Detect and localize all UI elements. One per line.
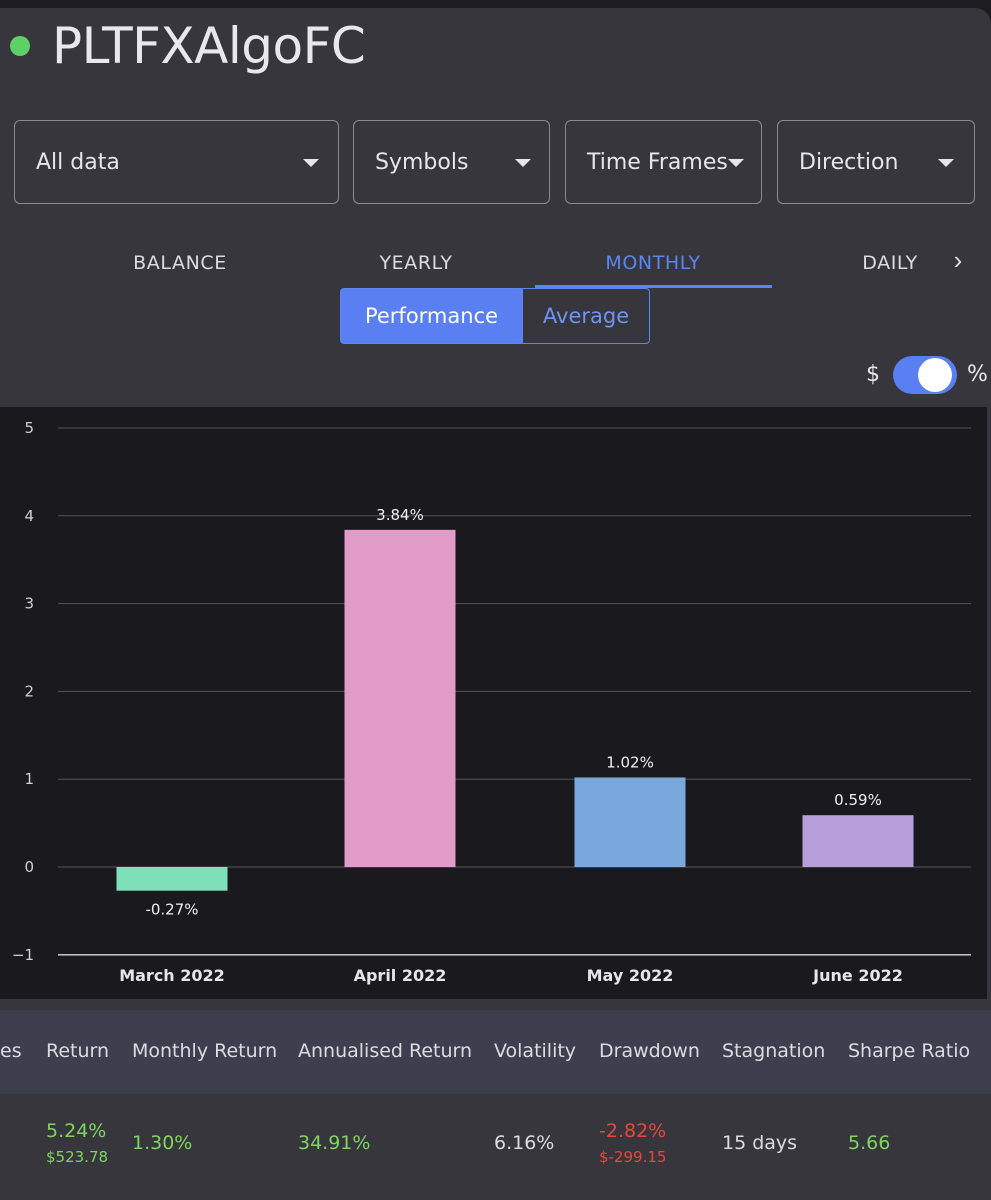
chevron-down-icon <box>728 159 744 167</box>
data-label: -0.27% <box>145 901 198 919</box>
y-tick-label: 1 <box>24 770 34 788</box>
stats-header-sharpe-ratio: Sharpe Ratio <box>848 1040 971 1062</box>
tab-yearly[interactable]: YEARLY <box>379 252 453 274</box>
stat-sharpe-ratio: 5.66 <box>848 1132 891 1154</box>
y-tick-label: 4 <box>24 507 34 525</box>
symbols-dropdown-label: Symbols <box>375 149 469 175</box>
monthly-performance-chart: 5 4 3 2 1 0 −1 -0.27% March 2022 3.84% April 2022 1… <box>0 407 987 999</box>
tab-monthly[interactable]: MONTHLY <box>605 252 701 274</box>
stat-annualised-return: 34.91% <box>298 1132 371 1154</box>
stats-header-return: Return <box>46 1040 110 1062</box>
tab-daily[interactable]: DAILY <box>862 252 918 274</box>
page-title: PLTFXAlgoFC <box>52 17 366 75</box>
y-tick-label: −1 <box>12 946 34 964</box>
tab-balance[interactable]: BALANCE <box>133 252 227 274</box>
bar-chart-svg: 5 4 3 2 1 0 −1 -0.27% March 2022 3.84% April 2022 1… <box>12 419 971 985</box>
title-row: PLTFXAlgoFC <box>10 16 366 76</box>
chevron-down-icon <box>938 159 954 167</box>
x-tick-label: March 2022 <box>119 966 225 985</box>
bar <box>574 777 686 867</box>
status-dot-icon <box>10 36 30 56</box>
stat-volatility: 6.16% <box>494 1132 555 1154</box>
y-tick-label: 5 <box>24 419 34 437</box>
stat-monthly-return: 1.30% <box>132 1132 193 1154</box>
time-frames-dropdown-label: Time Frames <box>587 149 728 175</box>
data-label: 3.84% <box>376 506 424 524</box>
performance-segment-button[interactable]: Performance <box>340 288 523 344</box>
y-tick-label: 3 <box>24 595 34 613</box>
y-tick-label: 2 <box>24 682 34 700</box>
stat-return-pct: 5.24% <box>46 1120 107 1142</box>
stat-drawdown-usd: $-299.15 <box>599 1148 667 1166</box>
stats-header-trades: es <box>0 1040 22 1062</box>
data-label: 0.59% <box>834 791 882 809</box>
data-label: 1.02% <box>606 753 654 771</box>
stats-value-row <box>0 1094 991 1192</box>
percent-label: % <box>967 362 988 387</box>
direction-dropdown[interactable]: Direction <box>777 120 975 204</box>
stat-stagnation: 15 days <box>722 1132 798 1154</box>
bar <box>344 529 456 867</box>
symbols-dropdown[interactable]: Symbols <box>353 120 550 204</box>
y-tick-label: 0 <box>24 858 34 876</box>
direction-dropdown-label: Direction <box>799 149 899 175</box>
stats-header-drawdown: Drawdown <box>599 1040 700 1062</box>
average-segment-button[interactable]: Average <box>522 288 650 344</box>
x-tick-label: June 2022 <box>812 966 903 985</box>
chevron-down-icon <box>303 159 319 167</box>
bar <box>802 815 914 867</box>
time-frames-dropdown[interactable]: Time Frames <box>565 120 762 204</box>
all-data-dropdown-label: All data <box>36 149 120 175</box>
stats-header-stagnation: Stagnation <box>722 1040 826 1062</box>
stat-return-usd: $523.78 <box>46 1148 109 1166</box>
stats-header-volatility: Volatility <box>494 1040 577 1062</box>
active-tab-indicator <box>535 285 772 288</box>
bar <box>116 867 228 891</box>
stats-header-row <box>0 1010 991 1094</box>
all-data-dropdown[interactable]: All data <box>14 120 339 204</box>
x-tick-label: May 2022 <box>587 966 674 985</box>
stats-header-annualised-return: Annualised Return <box>298 1040 473 1062</box>
chevron-down-icon <box>515 159 531 167</box>
stat-drawdown-pct: -2.82% <box>599 1120 667 1142</box>
chevron-right-icon[interactable]: › <box>953 244 963 275</box>
stats-header-monthly-return: Monthly Return <box>132 1040 278 1062</box>
x-tick-label: April 2022 <box>354 966 447 985</box>
dollar-label: $ <box>866 362 880 387</box>
toggle-knob[interactable] <box>918 358 952 392</box>
